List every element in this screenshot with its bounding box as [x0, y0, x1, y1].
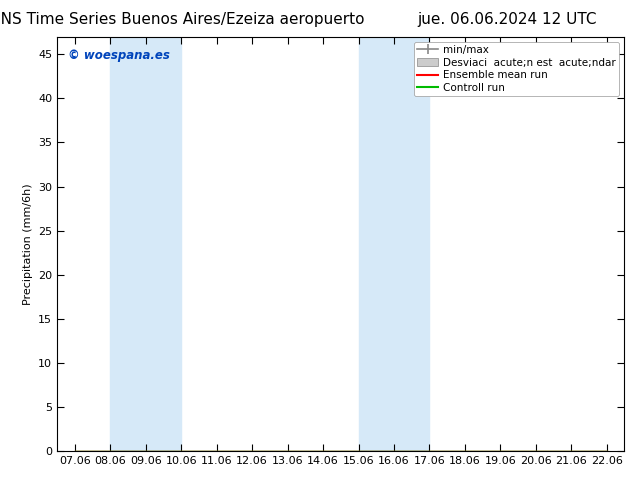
Bar [358, 37, 429, 451]
Text: ENS Time Series Buenos Aires/Ezeiza aeropuerto: ENS Time Series Buenos Aires/Ezeiza aero… [0, 12, 365, 27]
Y-axis label: Precipitation (mm/6h): Precipitation (mm/6h) [23, 183, 32, 305]
Legend: min/max, Desviaci  acute;n est  acute;ndar, Ensemble mean run, Controll run: min/max, Desviaci acute;n est acute;ndar… [414, 42, 619, 96]
Text: © woespana.es: © woespana.es [68, 49, 171, 62]
Text: jue. 06.06.2024 12 UTC: jue. 06.06.2024 12 UTC [417, 12, 597, 27]
Bar [110, 37, 181, 451]
